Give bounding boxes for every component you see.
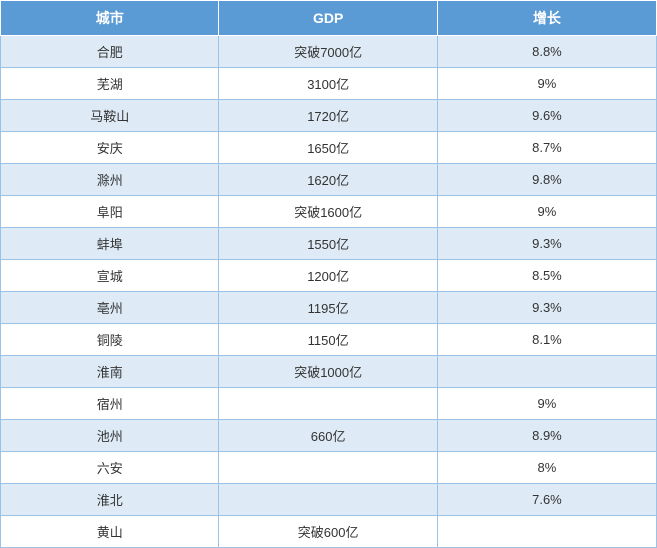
cell-growth: 8% (437, 452, 656, 484)
table-row: 合肥突破7000亿8.8% (1, 36, 657, 68)
cell-city: 铜陵 (1, 324, 219, 356)
table-row: 铜陵1150亿8.1% (1, 324, 657, 356)
cell-city: 池州 (1, 420, 219, 452)
cell-city: 马鞍山 (1, 100, 219, 132)
cell-city: 亳州 (1, 292, 219, 324)
cell-gdp (219, 388, 437, 420)
cell-gdp: 1200亿 (219, 260, 437, 292)
cell-gdp (219, 452, 437, 484)
cell-gdp: 1620亿 (219, 164, 437, 196)
cell-city: 蚌埠 (1, 228, 219, 260)
table-row: 亳州1195亿9.3% (1, 292, 657, 324)
header-gdp: GDP (219, 1, 437, 36)
cell-gdp: 突破600亿 (219, 516, 437, 548)
table-row: 淮南突破1000亿 (1, 356, 657, 388)
cell-growth: 8.1% (437, 324, 656, 356)
gdp-table: 城市 GDP 增长 合肥突破7000亿8.8%芜湖3100亿9%马鞍山1720亿… (0, 0, 657, 548)
cell-growth: 8.5% (437, 260, 656, 292)
cell-gdp: 1720亿 (219, 100, 437, 132)
cell-gdp: 3100亿 (219, 68, 437, 100)
table-row: 阜阳突破1600亿9% (1, 196, 657, 228)
cell-growth: 8.7% (437, 132, 656, 164)
cell-city: 黄山 (1, 516, 219, 548)
cell-growth: 9.6% (437, 100, 656, 132)
gdp-table-container: 城市 GDP 增长 合肥突破7000亿8.8%芜湖3100亿9%马鞍山1720亿… (0, 0, 657, 548)
table-row: 蚌埠1550亿9.3% (1, 228, 657, 260)
header-growth: 增长 (437, 1, 656, 36)
cell-growth: 7.6% (437, 484, 656, 516)
table-row: 滁州1620亿9.8% (1, 164, 657, 196)
cell-growth: 9.3% (437, 228, 656, 260)
cell-growth: 9% (437, 68, 656, 100)
cell-city: 宿州 (1, 388, 219, 420)
cell-growth (437, 356, 656, 388)
cell-growth (437, 516, 656, 548)
cell-growth: 9% (437, 388, 656, 420)
cell-city: 安庆 (1, 132, 219, 164)
cell-gdp: 660亿 (219, 420, 437, 452)
cell-gdp: 1150亿 (219, 324, 437, 356)
table-header-row: 城市 GDP 增长 (1, 1, 657, 36)
table-row: 宣城1200亿8.5% (1, 260, 657, 292)
header-city: 城市 (1, 1, 219, 36)
cell-growth: 9.3% (437, 292, 656, 324)
table-row: 池州660亿8.9% (1, 420, 657, 452)
table-row: 淮北 7.6% (1, 484, 657, 516)
cell-growth: 9.8% (437, 164, 656, 196)
cell-gdp: 1650亿 (219, 132, 437, 164)
cell-gdp: 1550亿 (219, 228, 437, 260)
table-row: 安庆1650亿8.7% (1, 132, 657, 164)
table-row: 黄山突破600亿 (1, 516, 657, 548)
cell-gdp (219, 484, 437, 516)
cell-city: 滁州 (1, 164, 219, 196)
cell-gdp: 突破1000亿 (219, 356, 437, 388)
table-row: 六安 8% (1, 452, 657, 484)
cell-city: 芜湖 (1, 68, 219, 100)
table-row: 马鞍山1720亿9.6% (1, 100, 657, 132)
cell-growth: 8.8% (437, 36, 656, 68)
cell-city: 阜阳 (1, 196, 219, 228)
cell-city: 宣城 (1, 260, 219, 292)
cell-gdp: 突破1600亿 (219, 196, 437, 228)
table-body: 合肥突破7000亿8.8%芜湖3100亿9%马鞍山1720亿9.6%安庆1650… (1, 36, 657, 548)
cell-city: 六安 (1, 452, 219, 484)
cell-city: 淮北 (1, 484, 219, 516)
table-row: 宿州 9% (1, 388, 657, 420)
cell-growth: 8.9% (437, 420, 656, 452)
cell-city: 合肥 (1, 36, 219, 68)
cell-gdp: 1195亿 (219, 292, 437, 324)
cell-city: 淮南 (1, 356, 219, 388)
cell-growth: 9% (437, 196, 656, 228)
table-row: 芜湖3100亿9% (1, 68, 657, 100)
cell-gdp: 突破7000亿 (219, 36, 437, 68)
